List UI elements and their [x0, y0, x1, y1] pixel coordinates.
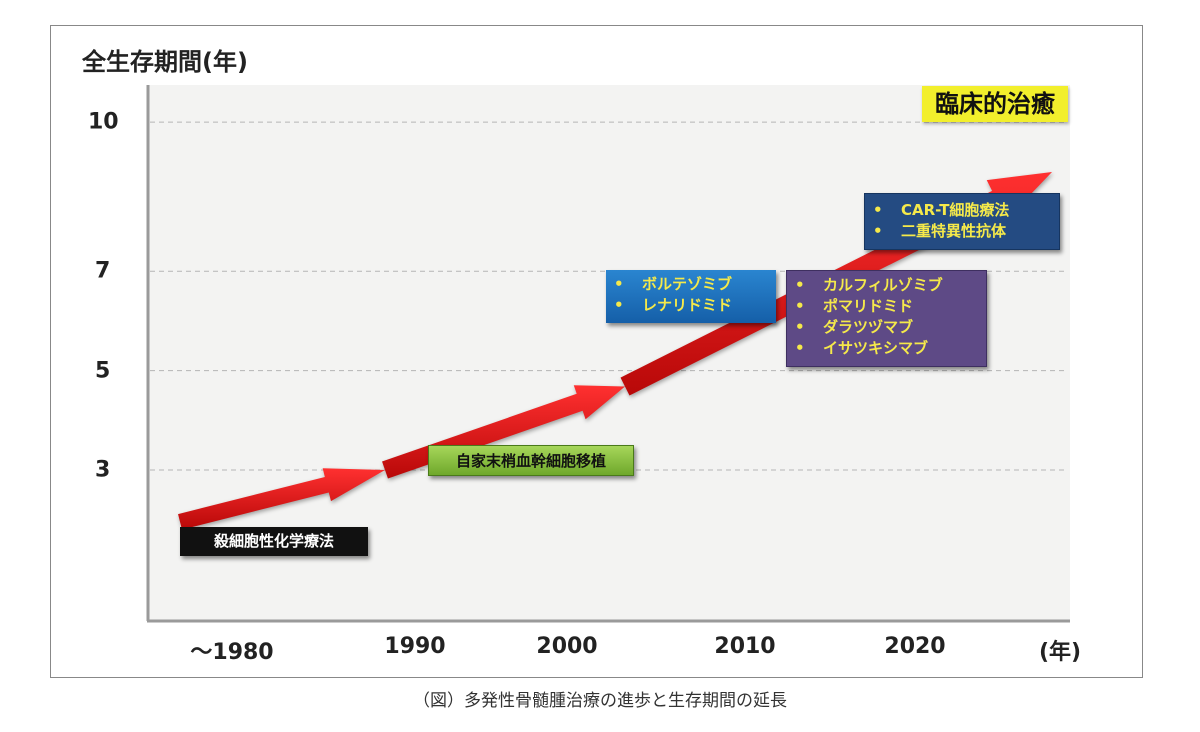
y-tick-label: 7	[95, 258, 111, 284]
x-tick-label: 2020	[884, 634, 946, 659]
x-tick-label: 2000	[536, 634, 598, 659]
y-tick-label: 10	[88, 109, 119, 135]
annotation-next-agents: カルフィルゾミブポマリドミドダラツヅマブイサツキシマブ	[786, 270, 987, 367]
therapy-item: CAR-T細胞療法	[873, 200, 1059, 221]
drug-item: ダラツヅマブ	[795, 317, 986, 338]
y-tick-label: 5	[95, 358, 111, 384]
x-tick-label: 〜1980	[190, 640, 274, 665]
drug-item: カルフィルゾミブ	[795, 275, 986, 296]
annotation-transplant: 自家末梢血幹細胞移植	[428, 445, 634, 476]
annotation-clinical-cure: 臨床的治癒	[922, 86, 1068, 122]
drug-item: ポマリドミド	[795, 296, 986, 317]
therapy-item: 二重特異性抗体	[873, 221, 1059, 242]
drug-item: レナリドミド	[614, 295, 776, 316]
x-axis-title: (年)	[1038, 640, 1082, 665]
drug-item: ボルテゾミブ	[614, 274, 776, 295]
figure-caption: （図）多発性骨髄腫治療の進歩と生存期間の延長	[413, 691, 787, 711]
x-tick-label: 2010	[714, 634, 776, 659]
y-axis-title: 全生存期間(年)	[82, 48, 248, 76]
y-tick-label: 3	[95, 457, 111, 483]
drug-item: イサツキシマブ	[795, 338, 986, 359]
annotation-novel-agents: ボルテゾミブレナリドミド	[606, 270, 776, 323]
trend-arrow	[178, 468, 385, 530]
annotation-immunotherapy: CAR-T細胞療法二重特異性抗体	[864, 193, 1060, 250]
figure-frame	[50, 25, 1143, 678]
annotation-chemo: 殺細胞性化学療法	[180, 527, 368, 556]
x-tick-label: 1990	[384, 634, 446, 659]
